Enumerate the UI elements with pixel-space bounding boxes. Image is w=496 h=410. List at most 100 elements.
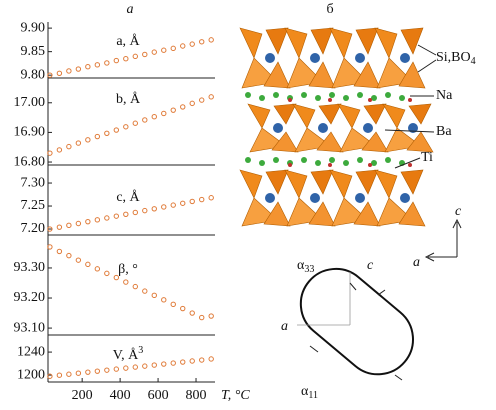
alpha11-label: α11 <box>301 384 318 401</box>
point <box>85 64 91 70</box>
tetrahedron <box>263 61 291 89</box>
tetrahedron <box>329 27 353 59</box>
tetrahedron <box>363 103 387 125</box>
axis-label: c <box>455 204 462 219</box>
na-atom <box>315 160 321 166</box>
y-tick-label: 16.80 <box>14 154 46 169</box>
point <box>142 117 148 123</box>
point <box>47 72 53 78</box>
ti-atom <box>328 98 332 102</box>
label: Ti <box>421 150 433 165</box>
y-tick-label: 93.30 <box>14 260 46 275</box>
point <box>47 373 53 379</box>
point <box>208 94 214 100</box>
na-atom <box>357 157 363 163</box>
tetrahedron <box>353 201 381 227</box>
y-tick-label: 93.10 <box>14 320 46 335</box>
tetrahedron <box>318 103 342 125</box>
ti-atom <box>408 98 412 102</box>
ti-atom <box>328 163 332 167</box>
y-tick-label: 9.85 <box>21 44 46 59</box>
tetrahedron <box>273 103 297 125</box>
point <box>123 211 129 218</box>
panel-title: b, Å <box>116 91 141 107</box>
tetrahedron <box>239 169 263 199</box>
point <box>208 313 214 319</box>
tetrahedron <box>310 169 334 195</box>
crystal-structure <box>239 27 434 227</box>
point <box>94 266 101 272</box>
y-tick-label: 17.00 <box>14 95 46 110</box>
tetrahedron <box>247 103 271 129</box>
point <box>113 213 120 219</box>
ba-atom <box>318 123 328 133</box>
point <box>170 202 176 208</box>
na-atom <box>357 92 363 98</box>
point <box>180 43 186 49</box>
point <box>208 37 214 43</box>
y-tick-label: 1240 <box>17 344 45 359</box>
point <box>151 206 157 212</box>
x-tick-label: 600 <box>148 388 169 403</box>
tetrahedron <box>308 61 336 89</box>
tetrahedron <box>361 131 389 153</box>
y-tick-label: 16.90 <box>14 125 46 140</box>
ba-atom <box>400 53 410 63</box>
tetrahedron <box>292 103 316 129</box>
point <box>199 196 205 203</box>
point <box>170 107 176 113</box>
point <box>199 39 205 45</box>
ti-atom <box>368 163 372 167</box>
point <box>56 224 63 230</box>
point <box>85 137 91 143</box>
y-tick-label: 93.20 <box>14 290 46 305</box>
tetrahedron <box>265 27 289 55</box>
leader <box>394 157 421 169</box>
point <box>75 220 82 227</box>
ti-atom <box>288 163 292 167</box>
tetrahedron <box>271 131 299 153</box>
point <box>94 217 101 223</box>
point <box>75 370 82 376</box>
label: Ba <box>436 124 452 139</box>
point <box>47 226 53 232</box>
panel-title: V, Å3 <box>113 345 143 363</box>
na-atom <box>245 157 251 163</box>
x-axis-label: T, °C <box>221 388 250 403</box>
tetrahedron <box>329 169 353 199</box>
point <box>75 140 82 146</box>
ba-atom <box>310 53 320 63</box>
point <box>85 369 91 375</box>
tick <box>394 374 403 381</box>
tetrahedron <box>398 201 426 227</box>
point <box>189 198 195 205</box>
y-tick-label: 9.90 <box>21 20 46 35</box>
tetrahedron <box>263 201 291 227</box>
na-atom <box>385 157 391 163</box>
tetrahedron <box>337 103 361 129</box>
tetrahedron <box>355 27 379 55</box>
ba-atom <box>355 193 365 203</box>
point <box>104 367 110 373</box>
na-atom <box>259 160 265 166</box>
point <box>161 204 167 210</box>
structure-labels: Si,BO4 Na Ba Ti c a <box>384 44 476 270</box>
point <box>180 104 186 110</box>
point <box>180 200 186 206</box>
point <box>161 297 167 303</box>
leader <box>417 44 437 56</box>
tetrahedron <box>355 169 379 195</box>
point <box>123 279 129 285</box>
point <box>189 41 195 47</box>
point <box>85 218 91 225</box>
point <box>161 47 167 53</box>
na-atom <box>273 92 279 98</box>
c-label: c <box>367 258 374 273</box>
point <box>75 257 82 263</box>
alpha33-label: α33 <box>297 258 314 275</box>
ti-atom <box>288 98 292 102</box>
title-sup: 3 <box>138 345 143 356</box>
point <box>123 365 129 371</box>
point <box>104 270 110 277</box>
tetrahedron <box>398 61 426 89</box>
